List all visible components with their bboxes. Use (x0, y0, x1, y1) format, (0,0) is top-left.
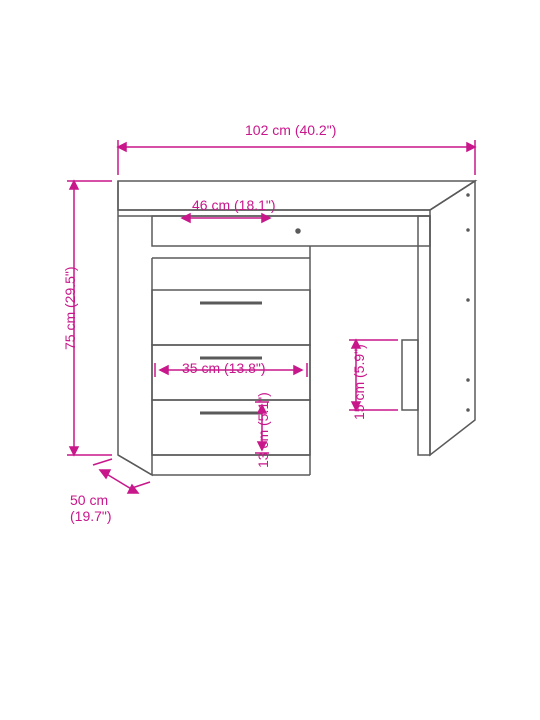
shelf-depth-label: 46 cm (18.1") (192, 197, 276, 213)
drawer-width-label: 35 cm (13.8") (182, 360, 266, 376)
width-label: 102 cm (40.2") (245, 122, 336, 138)
diagram-container: 102 cm (40.2") 75 cm (29.5") 50 cm(19.7"… (0, 0, 540, 720)
depth-label: 50 cm(19.7") (70, 492, 112, 524)
drawer-height-label: 13 cm (5.1") (255, 392, 271, 468)
height-label: 75 cm (29.5") (62, 266, 78, 350)
panel-height-label: 15 cm (5.9") (351, 344, 367, 420)
desk-diagram (0, 0, 540, 720)
